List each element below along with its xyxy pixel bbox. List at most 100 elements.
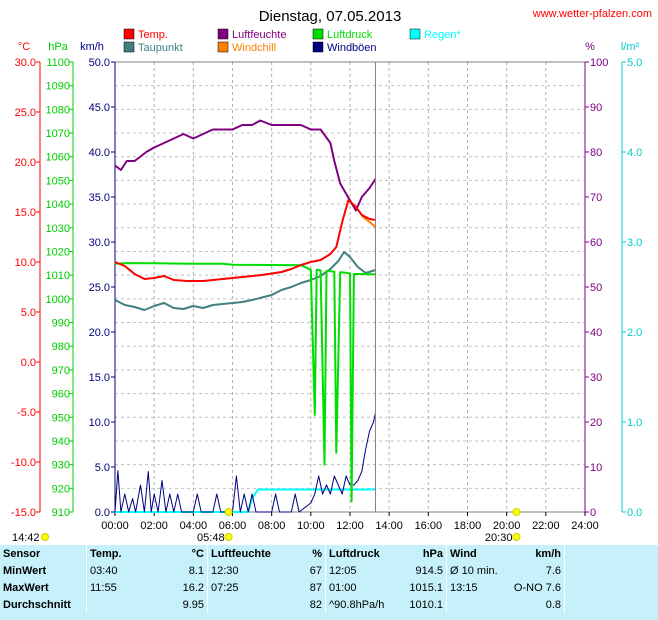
tick-label: 25.0 [15,107,36,119]
sun-icon [41,533,49,541]
source-link[interactable]: www.wetter-pfalzen.com [532,8,652,20]
tick-label: 960 [52,389,70,401]
tick-label: 90 [590,102,602,114]
legend-swatch [312,28,324,40]
tick-label: -15.0 [11,507,36,519]
stats-header-hum-unit: % [312,547,322,560]
axis-unit-pressure: hPa [48,41,68,53]
stats-temp-time: 03:40 [86,562,161,579]
axis-rain: 0.0 1.0 2.0 3.0 4.0 5.0 [621,57,642,519]
tick-label: 30 [590,372,602,384]
sunrise-time: 05:48 [197,532,225,544]
legend-label: Luftfeuchte [232,29,286,41]
sunrise-icon [224,533,233,541]
axis-unit-wind: km/h [80,41,104,53]
tick-label: 920 [52,483,70,495]
stats-wind-value: O-NO 7.6 [513,581,561,594]
stats-hum-value: 87 [309,581,322,594]
tick-label: 100 [590,57,608,69]
tick-label: 30.0 [89,237,110,249]
tick-label: 5.0 [627,57,642,69]
stats-wind-value: 0.8 [545,598,561,611]
weather-chart: Dienstag, 07.05.2013 www.wetter-pfalzen.… [11,8,652,544]
tick-label: 4.0 [627,147,642,159]
series-windben [114,412,376,513]
tick-label: 930 [52,460,70,472]
tick-label: 1050 [46,175,70,187]
tick-label: 70 [590,192,602,204]
stats-row-average: Durchschnitt 9.95 82 ^90.8hPa/h 1010.1 0… [0,596,631,613]
legend-swatch [409,28,421,40]
tick-label: 940 [52,436,70,448]
tick-label: 980 [52,341,70,353]
series-group [114,119,377,513]
tick-label: 970 [52,365,70,377]
stats-wind-time: Ø 10 min. [446,562,508,579]
tick-label: 1010 [46,270,70,282]
stats-press-time: 01:00 [325,579,400,596]
tick-label: 2.0 [627,327,642,339]
tick-label: 80 [590,147,602,159]
stats-hum-time: 07:25 [207,579,289,596]
stats-hum-value: 82 [309,598,322,611]
x-tick-label: 08:00 [258,520,286,532]
axis-humidity: 0 10 20 30 40 50 60 70 80 90 100 [584,57,608,519]
tick-label: 10.0 [15,257,36,269]
tick-label: 1100 [46,57,70,69]
sun-info: 14:42 05:48 20:30 [12,508,521,544]
tick-label: 0.0 [21,357,36,369]
legend-swatch [217,28,229,40]
stats-temp-time [86,596,161,613]
legend-label: Temp. [138,29,168,41]
stats-row-min: MinWert 03:40 8.1 12:30 67 12:05 914.5 Ø… [0,562,631,579]
tick-label: 45.0 [89,102,110,114]
stats-wind-time: 13:15 [446,579,508,596]
tick-label: 5.0 [21,307,36,319]
statistics-panel: Sensor Temp. °C Luftfeuchte % Luftdruck … [0,545,658,620]
axis-temp: -15.0 -10.0 -5.0 0.0 5.0 10.0 15.0 20.0 25.0 30.0 [11,57,41,519]
tick-label: 60 [590,237,602,249]
x-tick-label: 22:00 [532,520,560,532]
stats-hum-value: 67 [309,564,322,577]
tick-label: -5.0 [17,407,36,419]
sunset-axis-marker [512,508,521,516]
tick-label: 950 [52,412,70,424]
stats-hum-time [207,596,289,613]
tick-label: 50.0 [89,57,110,69]
axis-wind: 0.0 5.0 10.0 15.0 20.0 25.0 30.0 35.0 40.0 45.0 50… [89,57,116,519]
tick-label: 15.0 [15,207,36,219]
x-tick-label: 02:00 [140,520,168,532]
tick-label: 1000 [46,294,70,306]
tick-label: 910 [52,507,70,519]
sunshine-duration: 14:42 [12,532,40,544]
tick-label: 0 [590,507,596,519]
sunset-icon [512,533,521,541]
tick-label: 20.0 [15,157,36,169]
stats-header-wind-unit: km/h [535,547,561,560]
tick-label: 40 [590,327,602,339]
series-temp [114,199,376,282]
axis-unit-humidity: % [585,41,595,53]
legend-swatch [312,41,324,53]
x-tick-label: 04:00 [180,520,208,532]
axis-unit-rain: l/m² [621,41,640,53]
axis-unit-temp: °C [18,41,30,53]
series-luftfeuchte [114,119,377,212]
legend-label: Taupunkt [138,42,183,54]
stats-wind-value: 7.6 [545,564,561,577]
tick-label: 1090 [46,81,70,93]
statistics-table: Sensor Temp. °C Luftfeuchte % Luftdruck … [0,545,631,613]
stats-header-temp: Temp. [86,545,161,562]
stats-press-value: 914.5 [415,564,443,577]
stats-row-label: MinWert [3,564,47,577]
stats-press-time: ^90.8hPa/h [325,596,400,613]
stats-header-temp-unit: °C [191,547,204,560]
legend-label: Luftdruck [327,29,373,41]
stats-row-label: Durchschnitt [3,598,71,611]
stats-header-press: Luftdruck [325,545,400,562]
sunset-time: 20:30 [485,532,513,544]
series-luftdruck [114,262,376,503]
tick-label: 25.0 [89,282,110,294]
tick-label: 1040 [46,199,70,211]
x-tick-label: 14:00 [375,520,403,532]
